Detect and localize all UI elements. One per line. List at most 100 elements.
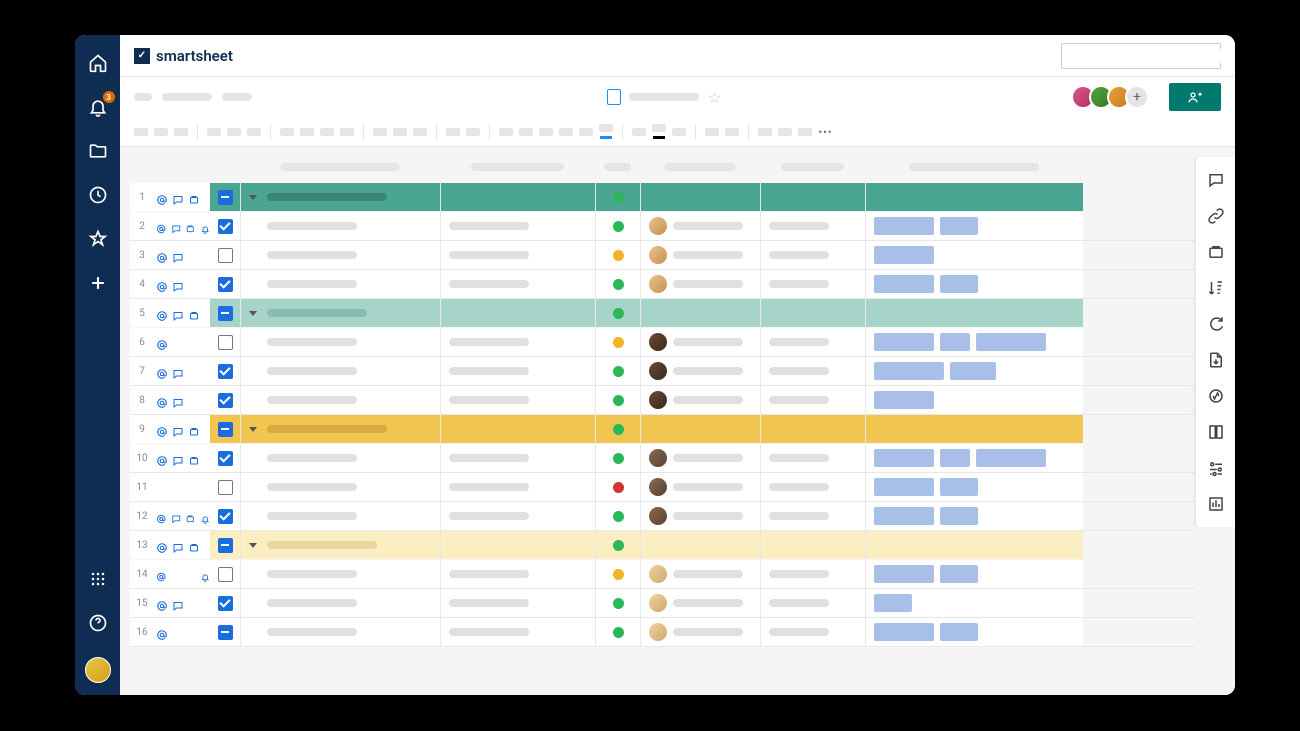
assignee-cell[interactable] [640, 270, 760, 298]
expand-caret-icon[interactable] [249, 543, 257, 548]
row-number[interactable]: 11 [130, 473, 154, 501]
table-row[interactable]: 2 [130, 212, 1195, 241]
comment-indicator-icon[interactable] [172, 394, 184, 406]
task-name-cell[interactable] [240, 473, 440, 501]
status-cell[interactable] [595, 212, 640, 240]
assignee-cell[interactable] [640, 212, 760, 240]
cell[interactable] [440, 444, 595, 472]
comment-indicator-icon[interactable] [172, 597, 184, 609]
assignee-cell[interactable] [640, 241, 760, 269]
status-cell[interactable] [595, 473, 640, 501]
cell[interactable] [760, 357, 865, 385]
tags-cell[interactable] [865, 415, 1083, 443]
toolbar-button[interactable] [519, 128, 533, 136]
tags-cell[interactable] [865, 531, 1083, 559]
tags-cell[interactable] [865, 386, 1083, 414]
cell[interactable] [760, 560, 865, 588]
task-name-cell[interactable] [240, 328, 440, 356]
share-button[interactable] [1169, 83, 1221, 111]
row-checkbox[interactable] [218, 538, 233, 553]
tags-cell[interactable] [865, 241, 1083, 269]
assignee-cell[interactable] [640, 444, 760, 472]
tags-cell[interactable] [865, 560, 1083, 588]
toolbar-button[interactable] [539, 128, 553, 136]
row-checkbox[interactable] [218, 509, 233, 524]
row-checkbox[interactable] [218, 364, 233, 379]
cell[interactable] [760, 502, 865, 530]
assignee-cell[interactable] [640, 473, 760, 501]
tag-pill[interactable] [874, 565, 934, 583]
toolbar-button[interactable] [393, 128, 407, 136]
table-row[interactable]: 13 [130, 531, 1195, 560]
automation-icon[interactable] [1207, 387, 1225, 405]
tag-pill[interactable] [950, 362, 996, 380]
status-cell[interactable] [595, 444, 640, 472]
tags-cell[interactable] [865, 618, 1083, 646]
task-name-cell[interactable] [240, 444, 440, 472]
at-indicator-icon[interactable] [156, 510, 167, 522]
tag-pill[interactable] [874, 217, 934, 235]
summary-icon[interactable] [1207, 495, 1225, 513]
toolbar-button[interactable] [632, 128, 646, 136]
cell[interactable] [760, 386, 865, 414]
cell[interactable] [440, 183, 595, 211]
tag-pill[interactable] [940, 478, 978, 496]
status-cell[interactable] [595, 270, 640, 298]
task-name-cell[interactable] [240, 299, 440, 327]
tag-pill[interactable] [940, 623, 978, 641]
toolbar-button[interactable] [466, 128, 480, 136]
row-number[interactable]: 5 [130, 299, 154, 327]
toolbar-button[interactable] [798, 128, 812, 136]
at-indicator-icon[interactable] [156, 452, 168, 464]
cell[interactable] [440, 212, 595, 240]
cell[interactable] [760, 241, 865, 269]
cell[interactable] [760, 299, 865, 327]
status-cell[interactable] [595, 560, 640, 588]
row-checkbox[interactable] [218, 306, 233, 321]
expand-caret-icon[interactable] [249, 311, 257, 316]
cell[interactable] [440, 386, 595, 414]
tag-pill[interactable] [940, 507, 978, 525]
task-name-cell[interactable] [240, 357, 440, 385]
comment-indicator-icon[interactable] [172, 423, 184, 435]
attach-indicator-icon[interactable] [188, 191, 200, 203]
comment-indicator-icon[interactable] [172, 452, 184, 464]
tag-pill[interactable] [874, 275, 934, 293]
attach-indicator-icon[interactable] [188, 539, 200, 551]
cell[interactable] [760, 618, 865, 646]
column-header[interactable] [640, 157, 760, 177]
comment-indicator-icon[interactable] [171, 220, 182, 232]
comment-indicator-icon[interactable] [172, 249, 184, 261]
table-row[interactable]: 12 [130, 502, 1195, 531]
assignee-cell[interactable] [640, 618, 760, 646]
assignee-cell[interactable] [640, 357, 760, 385]
column-header[interactable] [440, 157, 595, 177]
breadcrumb[interactable] [162, 93, 212, 101]
row-checkbox[interactable] [218, 596, 233, 611]
bell-indicator-icon[interactable] [200, 220, 211, 232]
home-icon[interactable] [88, 53, 108, 73]
toolbar-button[interactable] [705, 128, 719, 136]
row-number[interactable]: 16 [130, 618, 154, 646]
comment-indicator-icon[interactable] [172, 278, 184, 290]
toolbar-button[interactable] [300, 128, 314, 136]
tags-cell[interactable] [865, 328, 1083, 356]
at-indicator-icon[interactable] [156, 597, 168, 609]
tags-cell[interactable] [865, 270, 1083, 298]
search-field[interactable] [1072, 49, 1227, 63]
assignee-cell[interactable] [640, 386, 760, 414]
tags-cell[interactable] [865, 589, 1083, 617]
at-indicator-icon[interactable] [156, 394, 168, 406]
toolbar-button[interactable] [778, 128, 792, 136]
row-number[interactable]: 6 [130, 328, 154, 356]
breadcrumb[interactable] [134, 93, 152, 101]
favorite-toggle-icon[interactable]: ☆ [707, 88, 721, 107]
favorites-icon[interactable] [88, 229, 108, 249]
toolbar-button[interactable] [652, 124, 666, 139]
toolbar-button[interactable] [207, 128, 221, 136]
row-number[interactable]: 2 [130, 212, 154, 240]
table-row[interactable]: 7 [130, 357, 1195, 386]
at-indicator-icon[interactable] [156, 423, 168, 435]
add-collaborator-button[interactable]: + [1125, 85, 1149, 109]
toolbar-button[interactable] [134, 128, 148, 136]
